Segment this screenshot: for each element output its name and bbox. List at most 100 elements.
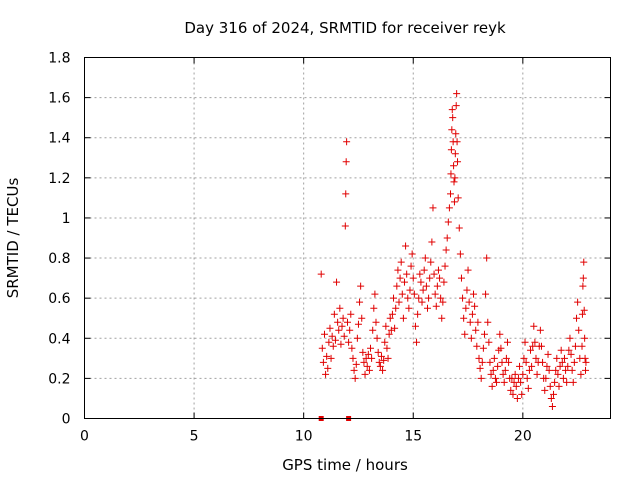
- data-point: [453, 138, 461, 146]
- data-point: [479, 344, 487, 352]
- y-tick-label: 1.4: [48, 131, 70, 147]
- data-point: [415, 294, 423, 302]
- x-tick-label: 20: [514, 429, 532, 445]
- data-point: [367, 344, 375, 352]
- data-point: [553, 354, 561, 362]
- data-point: [353, 334, 361, 342]
- data-point: [565, 346, 573, 354]
- data-point: [375, 358, 383, 366]
- data-point: [486, 358, 494, 366]
- data-point: [578, 342, 586, 350]
- data-point: [451, 174, 459, 182]
- data-point: [319, 358, 327, 366]
- data-point: [333, 278, 341, 286]
- data-point: [337, 340, 345, 348]
- data-point: [322, 370, 330, 378]
- data-point: [505, 358, 513, 366]
- data-point: [372, 318, 380, 326]
- data-point: [318, 344, 326, 352]
- data-point: [519, 370, 527, 378]
- data-point: [334, 318, 342, 326]
- data-point: [579, 274, 587, 282]
- data-point: [467, 334, 475, 342]
- y-tick-label: 0.8: [48, 251, 70, 267]
- data-point: [427, 258, 435, 266]
- data-point: [508, 374, 516, 382]
- data-point: [380, 356, 388, 364]
- data-point: [396, 274, 404, 282]
- data-point: [417, 278, 425, 286]
- y-tick-label: 0.2: [48, 371, 70, 387]
- data-point: [398, 290, 406, 298]
- data-point: [423, 304, 431, 312]
- data-point: [499, 370, 507, 378]
- data-point: [527, 346, 535, 354]
- data-point: [406, 286, 414, 294]
- data-point: [324, 364, 332, 372]
- data-point: [513, 394, 521, 402]
- data-points: [317, 90, 590, 421]
- data-point: [562, 366, 570, 374]
- data-point: [357, 282, 365, 290]
- data-point: [450, 162, 458, 170]
- data-point: [317, 270, 325, 278]
- data-point: [555, 382, 563, 390]
- data-point: [376, 362, 384, 370]
- data-point: [368, 354, 376, 362]
- data-point: [442, 246, 450, 254]
- data-point: [470, 290, 478, 298]
- x-tick-label: 5: [190, 429, 199, 445]
- data-point: [394, 266, 402, 274]
- data-point: [436, 274, 444, 282]
- data-point: [582, 366, 590, 374]
- data-point: [541, 386, 549, 394]
- data-point: [501, 366, 509, 374]
- data-point: [510, 378, 518, 386]
- data-point: [329, 342, 337, 350]
- data-point: [582, 358, 590, 366]
- x-tick-label: 10: [295, 429, 313, 445]
- data-point: [347, 310, 355, 318]
- data-point: [425, 294, 433, 302]
- data-point: [509, 390, 517, 398]
- data-point: [379, 366, 387, 374]
- data-point: [471, 302, 479, 310]
- data-point: [350, 366, 358, 374]
- data-point: [563, 378, 571, 386]
- data-point: [568, 366, 576, 374]
- data-point: [476, 364, 484, 372]
- data-point: [382, 322, 390, 330]
- data-point: [581, 334, 589, 342]
- data-point: [502, 354, 510, 362]
- y-tick-label: 1.8: [48, 51, 70, 67]
- data-point: [503, 338, 511, 346]
- data-point: [448, 126, 456, 134]
- data-point: [483, 254, 491, 262]
- data-point: [452, 130, 460, 138]
- data-point: [377, 352, 385, 360]
- data-point: [391, 324, 399, 332]
- data-point: [544, 350, 552, 358]
- data-point: [395, 298, 403, 306]
- data-point: [484, 318, 492, 326]
- x-tick-label: 15: [404, 429, 422, 445]
- data-point: [547, 394, 555, 402]
- data-point: [411, 322, 419, 330]
- data-point: [489, 366, 497, 374]
- data-point: [403, 270, 411, 278]
- data-point: [429, 204, 437, 212]
- data-point: [521, 338, 529, 346]
- data-point: [386, 314, 394, 322]
- data-point: [477, 374, 485, 382]
- data-point: [381, 338, 389, 346]
- data-point: [520, 354, 528, 362]
- data-point: [428, 238, 436, 246]
- data-point: [443, 234, 451, 242]
- data-point: [426, 274, 434, 282]
- data-point: [537, 342, 545, 350]
- data-point: [548, 402, 556, 410]
- data-point: [490, 354, 498, 362]
- data-point: [358, 314, 366, 322]
- data-point: [480, 330, 488, 338]
